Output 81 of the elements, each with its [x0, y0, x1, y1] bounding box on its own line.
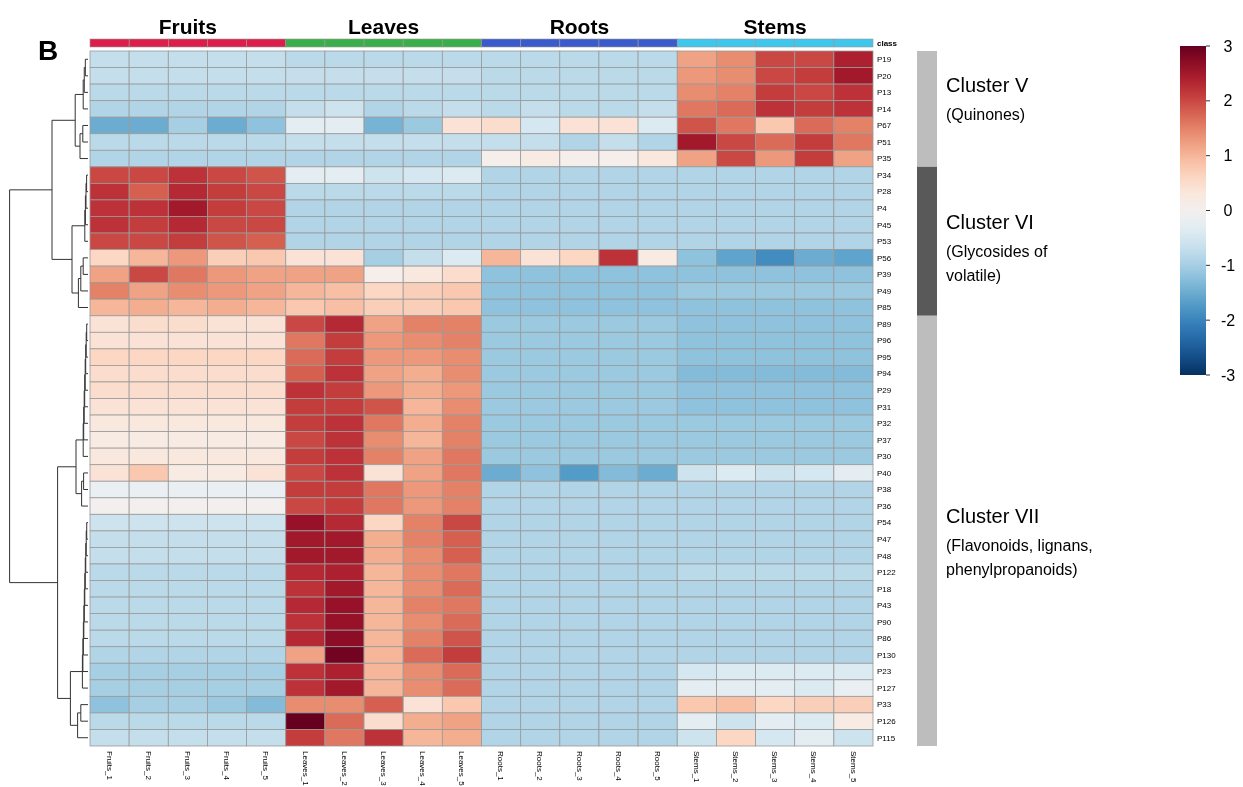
color-bar-label: 1 — [1223, 147, 1233, 165]
x-tick-label: Leaves_1 — [300, 751, 310, 787]
y-tick-label: P127 — [877, 683, 897, 693]
x-tick-label: Leaves_2 — [339, 751, 349, 787]
y-tick-label: P19 — [877, 55, 892, 65]
x-tick-label: Leaves_5 — [457, 751, 467, 787]
y-tick-label: P90 — [877, 617, 892, 627]
color-bar-label: -2 — [1220, 311, 1236, 329]
x-tick-label: Roots_4 — [613, 751, 623, 782]
text: (Quinones) — [946, 106, 1026, 124]
y-tick-label: P4 — [877, 204, 888, 213]
y-tick-label: P13 — [877, 88, 892, 98]
y-tick-label: P94 — [877, 369, 892, 379]
y-tick-label: P23 — [877, 667, 892, 677]
text: Leaves — [348, 15, 420, 38]
y-tick-label: P48 — [877, 551, 892, 561]
x-tick-label: Roots_5 — [652, 751, 662, 782]
x-tick-label: Roots_3 — [574, 751, 584, 782]
x-tick-label: Fruits_5 — [261, 751, 271, 781]
y-tick-label: P85 — [877, 303, 892, 313]
x-tick-label: Stems_2 — [731, 751, 741, 784]
y-tick-label: P45 — [877, 220, 892, 230]
text: Cluster VII — [946, 504, 1040, 527]
y-tick-label: P95 — [877, 352, 892, 362]
y-tick-label: P122 — [877, 568, 897, 578]
y-tick-label: P38 — [877, 485, 892, 495]
x-tick-label: Stems_3 — [770, 751, 780, 784]
y-tick-label: P49 — [877, 286, 892, 296]
y-tick-label: P51 — [877, 137, 892, 147]
text: Roots — [549, 15, 610, 38]
y-tick-label: P20 — [877, 71, 892, 81]
y-tick-label: P130 — [877, 650, 897, 660]
y-tick-label: P37 — [877, 435, 892, 445]
y-tick-label: P39 — [877, 270, 892, 280]
y-tick-label: P14 — [877, 104, 892, 114]
y-tick-label: P54 — [877, 518, 892, 528]
x-tick-label: Fruits_3 — [183, 751, 193, 781]
y-tick-label: P40 — [877, 468, 892, 478]
y-tick-label: P30 — [877, 452, 892, 462]
y-tick-label: P67 — [877, 121, 892, 131]
text: Cluster VI — [946, 210, 1034, 233]
y-tick-label: P53 — [877, 237, 892, 247]
x-tick-label: Leaves_3 — [378, 751, 388, 787]
text: (Glycosides of volatile) — [946, 242, 1048, 284]
y-tick-label: P33 — [877, 700, 892, 710]
y-tick-label: P96 — [877, 336, 892, 346]
x-tick-label: Stems_4 — [809, 751, 819, 784]
text: class — [877, 39, 898, 48]
y-tick-label: P35 — [877, 154, 892, 164]
y-tick-label: P115 — [877, 733, 896, 743]
text: Fruits — [158, 15, 218, 38]
color-bar-label: -3 — [1220, 366, 1236, 384]
y-tick-label: P47 — [877, 534, 892, 544]
y-tick-label: P43 — [877, 601, 892, 611]
x-tick-label: Stems_5 — [848, 751, 858, 784]
y-tick-label: P34 — [877, 170, 892, 180]
y-tick-label: P126 — [877, 716, 897, 726]
y-tick-label: P56 — [877, 253, 892, 263]
x-tick-label: Stems_1 — [692, 751, 702, 784]
color-bar-label: 2 — [1223, 92, 1233, 110]
color-bar-label: -1 — [1220, 256, 1236, 274]
y-tick-label: P89 — [877, 319, 892, 329]
x-tick-label: Leaves_4 — [417, 751, 427, 787]
y-tick-label: P18 — [877, 584, 892, 594]
y-tick-label: P31 — [877, 402, 892, 412]
text: Cluster V — [946, 74, 1029, 97]
x-tick-label: Fruits_1 — [104, 751, 114, 781]
text: (Flavonoids, lignans, phenylpropanoids) — [946, 536, 1093, 578]
y-tick-label: P36 — [877, 501, 892, 511]
x-tick-label: Fruits_4 — [222, 751, 232, 781]
y-tick-label: P86 — [877, 634, 892, 644]
color-bar-label: 3 — [1223, 37, 1233, 55]
text: B — [38, 35, 59, 66]
x-tick-label: Roots_1 — [496, 751, 506, 782]
color-bar-label: 0 — [1223, 202, 1233, 220]
text: Stems — [743, 15, 807, 38]
x-tick-label: Roots_2 — [535, 751, 545, 782]
y-tick-label: P32 — [877, 419, 892, 429]
x-tick-label: Fruits_2 — [143, 751, 153, 781]
y-tick-label: P28 — [877, 187, 892, 197]
y-tick-label: P29 — [877, 386, 892, 396]
